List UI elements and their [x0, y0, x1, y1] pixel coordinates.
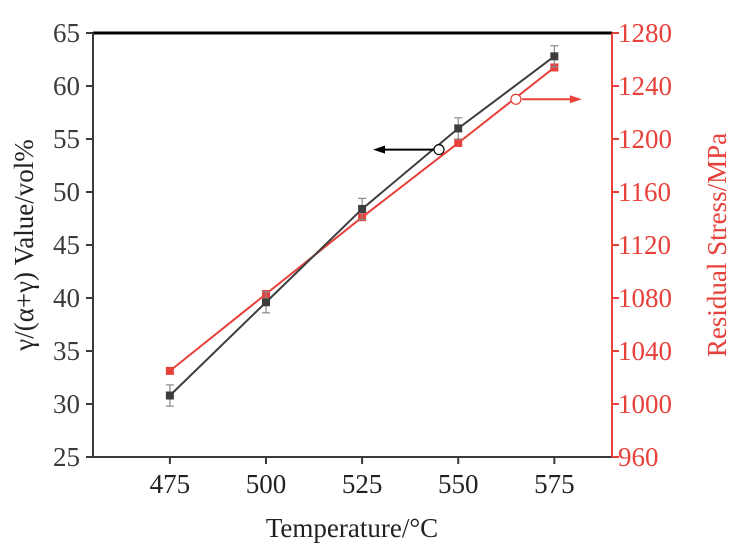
- right-tick-label: 1200: [618, 124, 672, 154]
- series-layer: [165, 45, 559, 407]
- left-axis-indicator-circle: [433, 144, 445, 156]
- right-axis-indicator-circle: [510, 93, 522, 105]
- x-tick-label: 550: [438, 469, 479, 499]
- left-tick-label: 45: [53, 230, 80, 260]
- left-tick-label: 40: [53, 283, 80, 313]
- left-axis-label: γ/(α+γ) Value/vol%: [9, 139, 39, 351]
- austenite-point: [262, 298, 270, 307]
- x-axis-label: Temperature/°C: [266, 513, 438, 543]
- right-axis-label: Residual Stress/MPa: [702, 133, 732, 357]
- left-tick-label: 50: [53, 177, 80, 207]
- right-tick-label: 1160: [618, 177, 671, 207]
- left-tick-label: 65: [53, 18, 80, 48]
- austenite-point: [358, 204, 367, 213]
- right-tick-label: 1000: [618, 389, 672, 419]
- right-axis-indicator-arrow-head: [569, 95, 582, 104]
- right-tick-label: 960: [618, 442, 659, 472]
- residual-stress-point: [165, 366, 174, 375]
- right-tick-label: 1280: [618, 18, 672, 48]
- right-tick-label: 1120: [618, 230, 671, 260]
- right-axis-ticks: 960 1000 1040 1080 1120 1160 1200 1240 1280: [612, 18, 672, 472]
- austenite-point: [550, 52, 559, 61]
- left-tick-label: 35: [53, 336, 80, 366]
- austenite-point: [454, 124, 463, 133]
- left-tick-label: 25: [53, 442, 80, 472]
- right-tick-label: 1040: [618, 336, 672, 366]
- residual-stress-point: [454, 138, 463, 147]
- x-tick-label: 475: [150, 469, 191, 499]
- left-tick-label: 60: [53, 71, 80, 101]
- left-axis-indicator-arrow-head: [373, 145, 385, 154]
- left-tick-label: 30: [53, 389, 80, 419]
- left-tick-label: 55: [53, 124, 80, 154]
- left-axis-ticks: 25 30 35 40 45 50 55 60 65: [53, 18, 93, 472]
- austenite-point: [165, 391, 174, 400]
- right-tick-label: 1240: [618, 71, 672, 101]
- x-axis-ticks: 475 500 525 550 575: [150, 457, 575, 499]
- x-tick-label: 500: [246, 469, 287, 499]
- austenite-series-line: [169, 55, 555, 397]
- x-tick-label: 525: [342, 469, 383, 499]
- right-tick-label: 1080: [618, 283, 672, 313]
- x-tick-label: 575: [534, 469, 575, 499]
- annotation-layer: [373, 93, 582, 156]
